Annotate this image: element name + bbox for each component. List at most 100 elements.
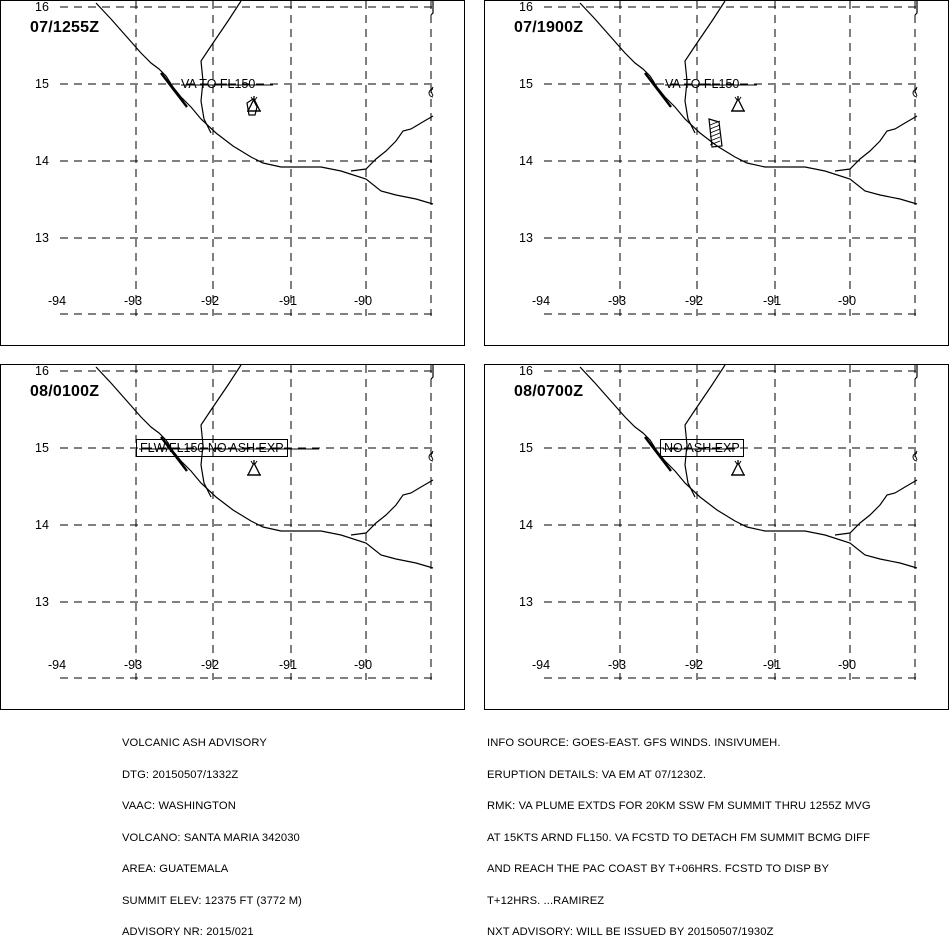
latitude-tick-label: 13 xyxy=(35,595,49,609)
footer-line: AREA: GUATEMALA xyxy=(122,863,229,875)
latitude-tick-label: 16 xyxy=(519,364,533,378)
longitude-tick-label: -94 xyxy=(48,294,67,308)
coastline-segment xyxy=(644,72,672,108)
coastline xyxy=(579,2,918,205)
latitude-tick-label: 15 xyxy=(519,441,533,455)
coastline-segment xyxy=(160,436,188,472)
longitude-tick-label: -93 xyxy=(608,658,627,672)
longitude-tick-label: -93 xyxy=(608,294,627,308)
latitude-tick-label: 16 xyxy=(35,364,49,378)
longitude-tick-label: -91 xyxy=(763,294,782,308)
country-border xyxy=(200,1,242,134)
ash-label: NO ASH EXP xyxy=(660,439,744,457)
map-canvas xyxy=(544,365,918,680)
volcano-symbol-icon xyxy=(730,460,746,476)
volcano-symbol-icon xyxy=(730,96,746,112)
longitude-tick-label: -91 xyxy=(279,658,298,672)
latitude-tick-label: 14 xyxy=(519,154,533,168)
longitude-tick-label: -94 xyxy=(532,294,551,308)
longitude-tick-label: -90 xyxy=(354,294,373,308)
volcano-symbol-icon xyxy=(246,96,262,112)
country-border xyxy=(430,1,434,16)
ash-label: FLW/FL150 NO ASH EXP xyxy=(136,439,288,457)
map-canvas xyxy=(60,1,434,316)
coastline xyxy=(428,452,434,462)
ash-label: VA TO FL150 xyxy=(665,77,740,91)
country-border xyxy=(834,115,918,172)
country-border xyxy=(834,479,918,536)
latitude-tick-label: 15 xyxy=(35,77,49,91)
country-border xyxy=(200,365,242,498)
longitude-tick-label: -94 xyxy=(532,658,551,672)
coastline xyxy=(914,450,918,461)
ash-plume-polygon xyxy=(708,118,723,148)
country-border xyxy=(350,115,434,172)
coastline xyxy=(914,86,918,97)
panel-time: 08/0700Z xyxy=(514,383,584,400)
footer-line: AT 15KTS ARND FL150. VA FCSTD TO DETACH … xyxy=(487,831,871,844)
map-panel-1: 07/1255Z VA TO FL150 16 15 14 13 -94 -93 -92 -9… xyxy=(0,0,465,346)
footer-line: SUMMIT ELEV: 12375 FT (3772 M) xyxy=(122,894,302,907)
latitude-tick-label: 14 xyxy=(35,154,49,168)
latitude-tick-label: 13 xyxy=(519,595,533,609)
country-border xyxy=(430,365,434,380)
volcano-symbol-icon xyxy=(246,460,262,476)
map-canvas xyxy=(60,365,434,680)
coastline xyxy=(430,86,434,97)
footer-line: T+12HRS. ...RAMIREZ xyxy=(487,894,605,907)
country-border xyxy=(914,365,918,380)
longitude-tick-label: -93 xyxy=(124,294,143,308)
longitude-tick-label: -93 xyxy=(124,658,143,672)
footer-line: ADVISORY NR: 2015/021 xyxy=(122,926,254,938)
latitude-tick-label: 13 xyxy=(519,231,533,245)
footer-line: NXT ADVISORY: WILL BE ISSUED BY 20150507… xyxy=(487,926,774,938)
advisory-info-right: INFO SOURCE: GOES-EAST. GFS WINDS. INSIV… xyxy=(487,717,871,948)
panel-time: 08/0100Z xyxy=(30,383,100,400)
latitude-tick-label: 14 xyxy=(519,518,533,532)
footer-line: DTG: 20150507/1332Z xyxy=(122,768,239,781)
longitude-tick-label: -90 xyxy=(354,658,373,672)
latitude-tick-label: 13 xyxy=(35,231,49,245)
coastline xyxy=(579,366,918,569)
latitude-tick-label: 15 xyxy=(35,441,49,455)
longitude-tick-label: -91 xyxy=(279,294,298,308)
footer-line: ERUPTION DETAILS: VA EM AT 07/1230Z. xyxy=(487,768,707,781)
latitude-tick-label: 14 xyxy=(35,518,49,532)
footer-line: VAAC: WASHINGTON xyxy=(122,800,236,812)
longitude-tick-label: -90 xyxy=(838,658,857,672)
footer-line: INFO SOURCE: GOES-EAST. GFS WINDS. INSIV… xyxy=(487,737,781,749)
latitude-tick-label: 15 xyxy=(519,77,533,91)
footer-line: AND REACH THE PAC COAST BY T+06HRS. FCST… xyxy=(487,863,830,875)
map-panel-3: 08/0100Z FLW/FL150 NO ASH EXP 16 15 14 13 -9… xyxy=(0,364,465,710)
longitude-tick-label: -92 xyxy=(201,294,220,308)
coastline-segment xyxy=(160,72,188,108)
footer-line: VOLCANO: SANTA MARIA 342030 xyxy=(122,831,300,844)
latitude-tick-label: 16 xyxy=(35,0,49,14)
coastline xyxy=(95,2,434,205)
coastline xyxy=(912,452,918,462)
footer-line: RMK: VA PLUME EXTDS FOR 20KM SSW FM SUMM… xyxy=(487,800,871,812)
coastline xyxy=(428,88,434,98)
ash-label: VA TO FL150 xyxy=(181,77,256,91)
panel-time: 07/1255Z xyxy=(30,19,100,36)
map-panel-4: 08/0700Z NO ASH EXP 16 15 14 13 -94 -93 -92 -91… xyxy=(484,364,949,710)
map-panel-2: 07/1900Z VA TO FL150 16 15 14 13 -94 -93 -92 -9… xyxy=(484,0,949,346)
longitude-tick-label: -92 xyxy=(685,294,704,308)
longitude-tick-label: -92 xyxy=(201,658,220,672)
longitude-tick-label: -94 xyxy=(48,658,67,672)
coastline xyxy=(95,366,434,569)
longitude-tick-label: -92 xyxy=(685,658,704,672)
country-border xyxy=(914,1,918,16)
map-canvas xyxy=(544,1,918,316)
country-border xyxy=(684,365,726,498)
footer-line: VOLCANIC ASH ADVISORY xyxy=(122,737,267,749)
coastline xyxy=(912,88,918,98)
country-border xyxy=(350,479,434,536)
advisory-info-left: VOLCANIC ASH ADVISORY DTG: 20150507/1332… xyxy=(122,717,302,948)
longitude-tick-label: -90 xyxy=(838,294,857,308)
coastline xyxy=(430,450,434,461)
panel-time: 07/1900Z xyxy=(514,19,584,36)
latitude-tick-label: 16 xyxy=(519,0,533,14)
coastline-segment xyxy=(644,436,672,472)
country-border xyxy=(684,1,726,134)
